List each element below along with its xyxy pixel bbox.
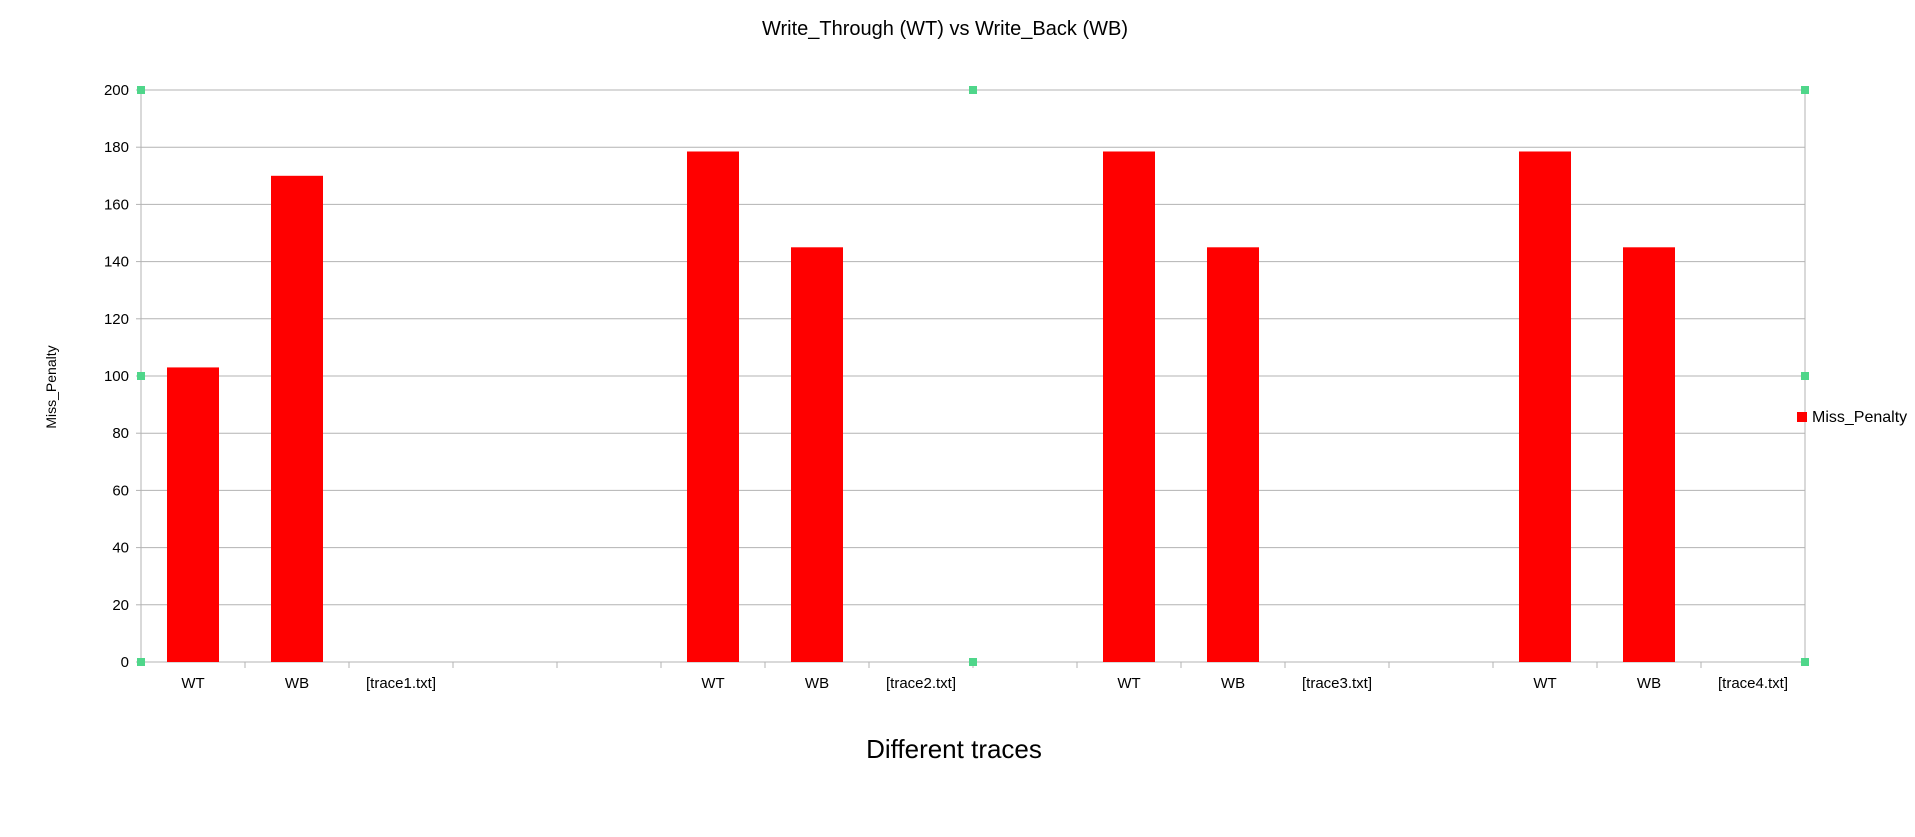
x-tick-label: WT [1533,675,1556,692]
bars [167,151,1675,663]
chart-title: Write_Through (WT) vs Write_Back (WB) [762,18,1128,40]
x-tick-label: [trace4.txt] [1718,675,1788,692]
y-tick-label: 80 [112,425,129,442]
selection-handles [137,86,1809,666]
bar [1103,151,1155,663]
x-tick-label: WT [181,675,204,692]
bar [791,247,843,663]
legend-label: Miss_Penalty [1812,409,1907,426]
selection-handle[interactable] [969,658,977,666]
y-tick-label: 20 [112,597,129,614]
bar [1623,247,1675,663]
x-tick-label: [trace2.txt] [886,675,956,692]
bar [1519,151,1571,663]
selection-handle[interactable] [969,86,977,94]
y-axis-label: Miss_Penalty [43,345,59,428]
y-tick-label: 140 [104,254,129,271]
y-tick-labels: 0 20 40 60 80 100 120 140 160 180 200 [104,82,129,671]
legend: Miss_Penalty [1797,409,1907,426]
x-axis-label: Different traces [866,734,1042,764]
legend-swatch [1797,412,1807,422]
y-tick-label: 100 [104,368,129,385]
selection-handle[interactable] [1801,658,1809,666]
y-tick-label: 160 [104,196,129,213]
x-tick-label: [trace3.txt] [1302,675,1372,692]
y-tick-label: 200 [104,82,129,99]
x-tick-label: WT [701,675,724,692]
selection-handle[interactable] [137,86,145,94]
x-tick-labels: WT WB [trace1.txt] WT WB [trace2.txt] WT WB [tra… [181,675,1788,692]
x-tick-label: [trace1.txt] [366,675,436,692]
y-tick-label: 0 [121,654,129,671]
y-tick-label: 60 [112,482,129,499]
x-tick-label: WB [1221,675,1245,692]
x-tick-label: WB [805,675,829,692]
y-tick-label: 180 [104,139,129,156]
x-tick-label: WB [1637,675,1661,692]
bar [167,367,219,662]
selection-handle[interactable] [1801,86,1809,94]
bar [1207,247,1259,663]
x-tick-label: WB [285,675,309,692]
bar [687,151,739,663]
x-tick-label: WT [1117,675,1140,692]
selection-handle[interactable] [1801,372,1809,380]
y-tick-label: 120 [104,311,129,328]
selection-handle[interactable] [137,658,145,666]
bar [271,175,323,663]
y-tick-label: 40 [112,540,129,557]
selection-handle[interactable] [137,372,145,380]
